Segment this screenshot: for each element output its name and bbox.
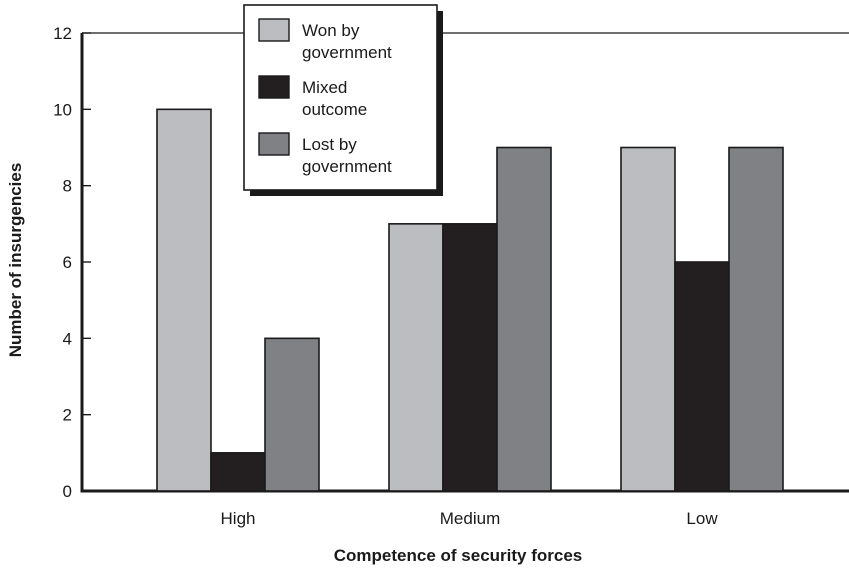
legend-label: Lost by [302, 135, 357, 154]
bar-high-3 [264, 337, 320, 492]
y-tick-label: 4 [63, 329, 72, 348]
bar-low-3 [728, 146, 784, 492]
y-tick-label: 6 [63, 253, 72, 272]
bar-low-1 [620, 146, 676, 492]
legend-label: Won by [302, 21, 360, 40]
bar-high-2 [210, 452, 266, 492]
x-tick-label: Low [686, 509, 718, 528]
y-axis-title: Number of insurgencies [6, 163, 25, 358]
y-tick-label: 8 [63, 177, 72, 196]
legend-label: government [302, 43, 392, 62]
x-axis-ticks: High Medium Low [221, 509, 719, 528]
bar-medium-2 [442, 223, 498, 492]
y-tick-label: 0 [63, 482, 72, 501]
legend-label: Mixed [302, 78, 347, 97]
legend-label: government [302, 157, 392, 176]
legend-label: outcome [302, 100, 367, 119]
legend-swatch [258, 75, 290, 99]
legend-swatch [258, 18, 290, 42]
x-axis-title: Competence of security forces [334, 546, 582, 565]
y-tick-label: 10 [53, 100, 72, 119]
y-tick-label: 2 [63, 406, 72, 425]
legend-swatch [258, 132, 290, 156]
bar-low-2 [674, 261, 730, 492]
bar-medium-1 [388, 223, 444, 492]
y-tick-label: 12 [53, 24, 72, 43]
y-axis-ticks: 0 2 4 6 8 10 12 [53, 24, 91, 501]
x-tick-label: Medium [440, 509, 500, 528]
bar-medium-3 [496, 146, 552, 492]
bar-high-1 [156, 108, 212, 492]
legend: Won by government Mixed outcome Lost by gover… [243, 4, 443, 196]
bars [156, 108, 784, 492]
x-tick-label: High [221, 509, 256, 528]
